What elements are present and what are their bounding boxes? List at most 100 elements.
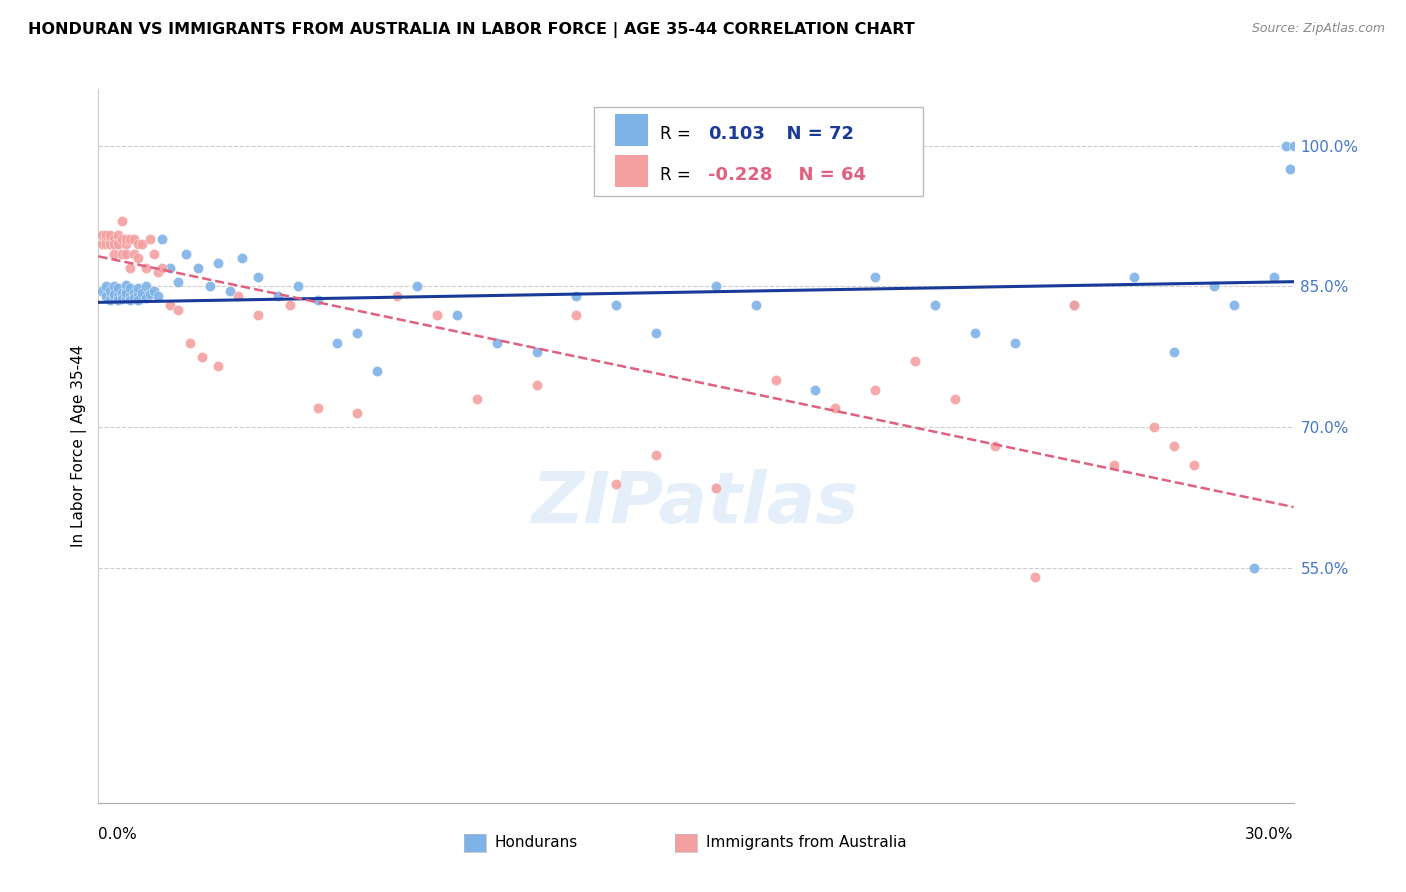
Point (127, 251, 149, 265)
Point (198, 279, 221, 293)
Point (96, 232, 118, 246)
Point (143, 246, 166, 260)
Point (1163, 345, 1185, 359)
Point (139, 232, 162, 246)
Point (246, 270, 269, 285)
Point (115, 291, 138, 305)
Point (115, 246, 138, 260)
Point (91, 227, 114, 242)
Point (1024, 570, 1046, 584)
Text: Immigrants from Australia: Immigrants from Australia (706, 836, 907, 850)
Point (1063, 298, 1085, 312)
Point (139, 286, 162, 301)
Point (406, 279, 429, 293)
Point (100, 227, 122, 242)
Point (1102, 458, 1125, 472)
Point (124, 291, 146, 305)
Point (111, 292, 134, 306)
Point (107, 237, 129, 252)
Point (765, 373, 787, 387)
Point (131, 285, 153, 300)
Point (111, 289, 134, 303)
Point (115, 284, 138, 298)
Point (307, 401, 329, 416)
Point (131, 237, 153, 252)
Point (526, 378, 548, 392)
Point (124, 232, 146, 246)
Point (1202, 279, 1225, 293)
Point (127, 237, 149, 252)
Point (150, 260, 173, 275)
Point (287, 279, 309, 293)
Point (191, 350, 214, 364)
Text: 0.0%: 0.0% (98, 827, 138, 841)
Point (1004, 335, 1026, 350)
Point (1278, 161, 1301, 176)
Point (231, 251, 253, 265)
Point (103, 237, 125, 252)
Point (1123, 270, 1146, 285)
Point (219, 284, 242, 298)
Point (1163, 439, 1185, 453)
Point (207, 256, 229, 270)
Text: Source: ZipAtlas.com: Source: ZipAtlas.com (1251, 22, 1385, 36)
Point (174, 246, 197, 260)
Point (124, 285, 146, 300)
FancyBboxPatch shape (595, 107, 922, 196)
Point (120, 293, 142, 308)
Point (103, 279, 125, 293)
Point (159, 260, 181, 275)
Point (1263, 270, 1285, 285)
Point (135, 291, 157, 305)
Text: R =: R = (661, 166, 696, 184)
Point (446, 308, 468, 322)
Point (226, 289, 249, 303)
Point (148, 265, 170, 279)
Point (120, 260, 142, 275)
Point (346, 326, 368, 341)
Point (96, 289, 118, 303)
Point (159, 298, 181, 312)
Point (704, 279, 727, 293)
Text: 0.103: 0.103 (709, 125, 765, 143)
Point (150, 232, 173, 246)
Point (645, 449, 668, 463)
Point (127, 286, 149, 301)
Point (115, 285, 138, 300)
Point (111, 213, 134, 227)
Point (485, 335, 508, 350)
Point (135, 279, 157, 293)
Point (605, 476, 627, 491)
Point (824, 401, 846, 416)
Point (385, 289, 409, 303)
Point (307, 293, 329, 308)
Point (924, 298, 946, 312)
Point (167, 275, 190, 289)
Point (167, 302, 190, 317)
Text: 30.0%: 30.0% (1246, 827, 1294, 841)
Point (179, 335, 201, 350)
Point (1222, 298, 1246, 312)
Point (565, 308, 588, 322)
Point (107, 281, 129, 295)
Point (645, 326, 668, 341)
Bar (614, 114, 648, 146)
Point (346, 406, 368, 420)
Point (107, 227, 129, 242)
Point (127, 281, 149, 295)
Point (103, 291, 125, 305)
Point (115, 277, 138, 292)
Point (143, 284, 166, 298)
Text: HONDURAN VS IMMIGRANTS FROM AUSTRALIA IN LABOR FORCE | AGE 35-44 CORRELATION CHA: HONDURAN VS IMMIGRANTS FROM AUSTRALIA IN… (28, 22, 915, 38)
Point (120, 232, 142, 246)
Point (103, 286, 125, 301)
Point (246, 308, 269, 322)
Point (100, 284, 122, 298)
Point (1243, 561, 1265, 575)
Point (103, 237, 125, 252)
Point (96, 279, 118, 293)
Point (565, 289, 588, 303)
Point (267, 289, 290, 303)
Point (111, 232, 134, 246)
Point (745, 298, 768, 312)
